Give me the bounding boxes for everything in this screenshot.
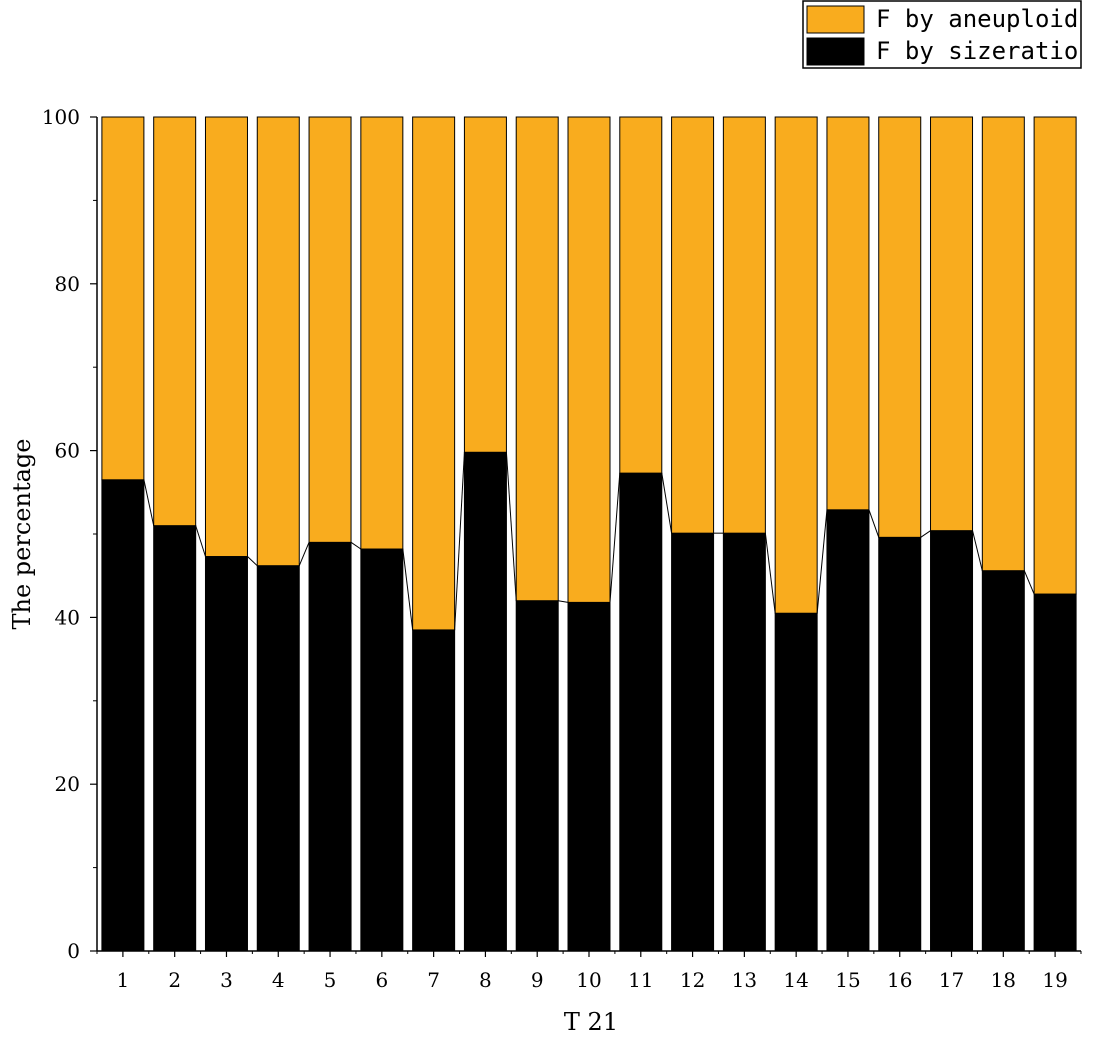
bar-aneuploid-15 (826, 116, 870, 511)
x-tick-label-11: 11 (628, 968, 653, 992)
x-ticks-group: 1 2 3 4 5 6 7 8 9 10 11 12 13 14 15 16 17 18 19 (96, 951, 1082, 992)
x-tick-label-19: 19 (1042, 968, 1067, 992)
y-tick-label-20: 20 (55, 772, 80, 796)
bar-sizeratio-19 (1033, 593, 1077, 952)
bar-aneuploid-12 (671, 116, 715, 534)
x-tick-label-4: 4 (272, 968, 285, 992)
bar-sizeratio-7 (412, 629, 456, 952)
x-tick-label-18: 18 (991, 968, 1016, 992)
connector-line-5 (350, 541, 362, 550)
connector-line-13 (764, 533, 776, 614)
bar-sizeratio-13 (722, 532, 766, 952)
y-tick-label-40: 40 (55, 605, 80, 629)
x-tick-label-9: 9 (531, 968, 544, 992)
legend-swatch-sizeratio (806, 37, 865, 66)
connector-line-1 (143, 479, 155, 526)
bar-sizeratio-9 (515, 600, 559, 952)
bar-sizeratio-6 (360, 548, 404, 952)
bar-sizeratio-18 (981, 570, 1025, 952)
bar-aneuploid-14 (774, 116, 818, 614)
connector-line-10 (609, 473, 621, 603)
bar-aneuploid-11 (619, 116, 663, 474)
bar-sizeratio-1 (101, 479, 145, 952)
bar-aneuploid-13 (722, 116, 766, 534)
bar-sizeratio-14 (774, 612, 818, 952)
bar-aneuploid-3 (204, 116, 248, 558)
bar-sizeratio-2 (153, 525, 197, 952)
bar-sizeratio-4 (256, 565, 300, 952)
bar-sizeratio-3 (204, 556, 248, 952)
bar-aneuploid-7 (412, 116, 456, 631)
connector-line-17 (972, 530, 983, 571)
connector-line-3 (247, 556, 258, 567)
connector-line-15 (868, 509, 880, 538)
bar-sizeratio-12 (671, 532, 715, 952)
x-tick-label-16: 16 (887, 968, 912, 992)
legend-label-aneuploid: F by aneuploid (876, 5, 1078, 33)
bar-aneuploid-10 (567, 116, 611, 603)
bar-sizeratio-15 (826, 509, 870, 952)
x-tick-label-10: 10 (576, 968, 601, 992)
connector-line-16 (920, 530, 931, 538)
bar-sizeratio-10 (567, 601, 611, 952)
y-tick-label-100: 100 (42, 105, 80, 129)
x-tick-label-14: 14 (783, 968, 808, 992)
connector-line-14 (816, 509, 828, 614)
y-tick-label-0: 0 (67, 939, 80, 963)
connector-line-7 (454, 452, 465, 630)
bar-aneuploid-2 (153, 116, 197, 527)
bar-aneuploid-5 (308, 116, 352, 543)
legend: F by aneuploid F by sizeratio (802, 0, 1082, 69)
x-tick-label-15: 15 (835, 968, 860, 992)
y-tick-label-80: 80 (55, 272, 80, 296)
y-tick-label-60: 60 (55, 439, 80, 463)
bars-group (101, 116, 1077, 952)
connector-line-2 (195, 525, 206, 557)
x-tick-label-5: 5 (324, 968, 337, 992)
x-axis-title: T 21 (564, 1008, 618, 1036)
legend-swatch-aneuploid (806, 5, 865, 34)
bar-sizeratio-11 (619, 472, 663, 952)
x-tick-label-7: 7 (427, 968, 440, 992)
bar-aneuploid-16 (878, 116, 922, 538)
bar-aneuploid-8 (463, 116, 507, 453)
y-axis-title: The percentage (8, 439, 36, 630)
connector-line-8 (505, 452, 517, 601)
x-tick-label-6: 6 (375, 968, 388, 992)
bar-aneuploid-17 (930, 116, 974, 532)
connector-line-6 (402, 548, 414, 630)
connector-line-18 (1023, 570, 1035, 595)
bar-aneuploid-6 (360, 116, 404, 550)
bar-aneuploid-18 (981, 116, 1025, 572)
bar-sizeratio-16 (878, 536, 922, 952)
bar-sizeratio-17 (930, 530, 974, 952)
x-tick-label-12: 12 (680, 968, 705, 992)
bar-aneuploid-4 (256, 116, 300, 567)
x-tick-label-3: 3 (220, 968, 233, 992)
bar-sizeratio-8 (463, 451, 507, 952)
x-tick-label-13: 13 (732, 968, 757, 992)
bar-aneuploid-19 (1033, 116, 1077, 595)
connector-line-4 (298, 542, 310, 566)
legend-label-sizeratio: F by sizeratio (876, 37, 1078, 65)
connector-line-9 (558, 600, 569, 603)
connector-lines-group (143, 452, 1035, 630)
x-tick-label-2: 2 (168, 968, 181, 992)
connector-line-11 (661, 473, 673, 534)
bar-aneuploid-1 (101, 116, 145, 481)
bar-aneuploid-9 (515, 116, 559, 602)
x-tick-label-17: 17 (939, 968, 964, 992)
y-ticks-group: 0 20 40 60 80 100 (42, 105, 97, 963)
x-tick-label-8: 8 (479, 968, 492, 992)
bar-sizeratio-5 (308, 541, 352, 952)
x-tick-label-1: 1 (117, 968, 130, 992)
